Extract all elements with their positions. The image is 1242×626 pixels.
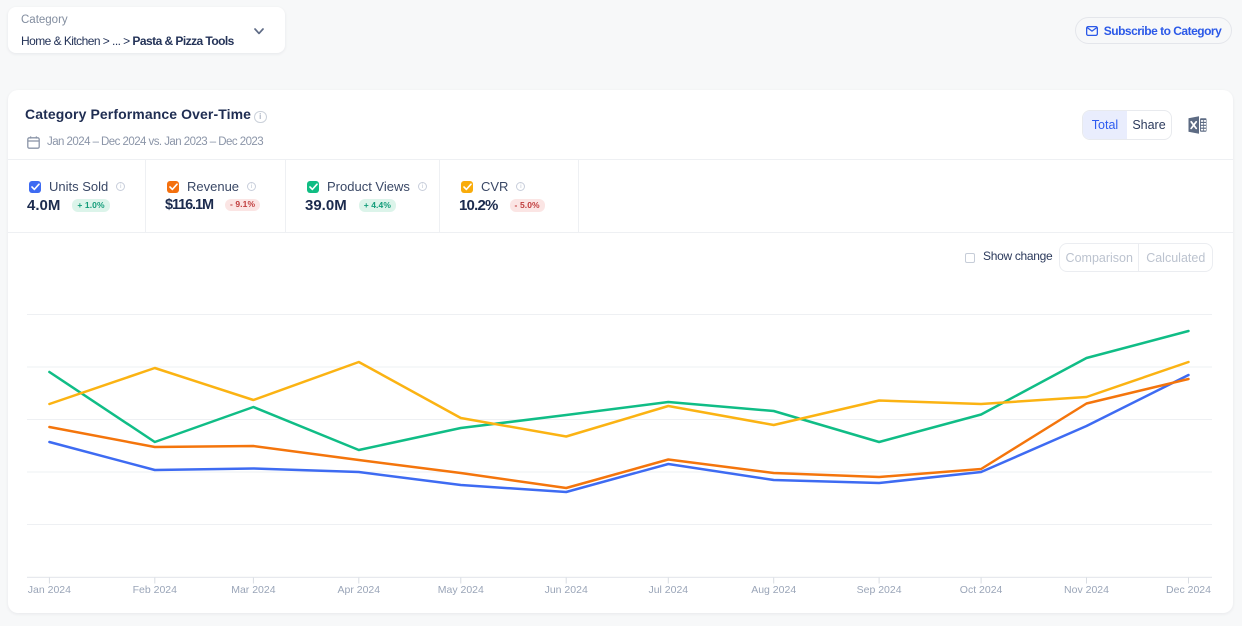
svg-text:Jul 2024: Jul 2024: [648, 584, 688, 596]
svg-text:Aug 2024: Aug 2024: [751, 584, 796, 596]
svg-text:Jan 2024: Jan 2024: [28, 584, 71, 596]
svg-text:Dec 2024: Dec 2024: [1166, 584, 1211, 596]
svg-text:Apr 2024: Apr 2024: [337, 584, 380, 596]
svg-text:Jun 2024: Jun 2024: [545, 584, 588, 596]
svg-text:Feb 2024: Feb 2024: [133, 584, 178, 596]
svg-text:May 2024: May 2024: [438, 584, 484, 596]
svg-text:Mar 2024: Mar 2024: [231, 584, 276, 596]
svg-text:Nov 2024: Nov 2024: [1064, 584, 1109, 596]
svg-text:Oct 2024: Oct 2024: [960, 584, 1003, 596]
svg-text:Sep 2024: Sep 2024: [857, 584, 902, 596]
